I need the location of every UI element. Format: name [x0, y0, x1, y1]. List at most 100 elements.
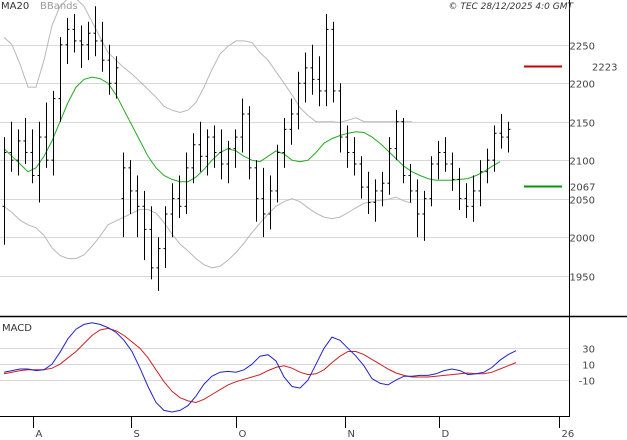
x-tick-labels: A S O N D 26 [33, 416, 575, 440]
price-tick-label: 2000 [570, 234, 595, 245]
ohlc-bar [296, 71, 301, 130]
ohlc-bar [212, 125, 217, 168]
price-tick-label: 1950 [570, 273, 595, 284]
ohlc-bar [380, 171, 385, 207]
ohlc-bar [317, 56, 322, 107]
ohlc-bar [261, 167, 266, 238]
macd-title: MACD [2, 323, 32, 334]
x-tick-label: S [134, 429, 140, 440]
ohlc-bar [436, 140, 441, 180]
macd-line [3, 322, 517, 413]
macd-tick-label: 10 [582, 361, 595, 372]
ohlc-bar [184, 152, 189, 214]
price-tick-label: 2200 [570, 80, 595, 91]
ohlc-bar [240, 98, 245, 153]
ohlc-bar [79, 25, 84, 68]
x-tick-label: N [348, 429, 355, 440]
ohlc-bar [457, 167, 462, 211]
macd-tick-label: 30 [582, 345, 595, 356]
ohlc-bar [443, 137, 448, 172]
ohlc-bar [401, 117, 406, 184]
x-tick-label: O [239, 429, 247, 440]
ohlc-bar [149, 206, 154, 280]
ma20-line [3, 76, 501, 183]
ohlc-bar [387, 137, 392, 195]
macd-signal-line [3, 327, 517, 404]
ohlc-bar [128, 160, 133, 214]
ohlc-bar [121, 152, 126, 238]
ohlc-bar [303, 52, 308, 103]
ohlc-bar [429, 156, 434, 207]
ohlc-bar [485, 148, 490, 184]
ohlc-bar [408, 164, 413, 203]
x-tick-label: 26 [562, 429, 575, 440]
ohlc-bar [226, 140, 231, 184]
price-tick-label: 2050 [570, 196, 595, 207]
ohlc-bar [191, 133, 196, 184]
ohlc-bar [268, 175, 273, 230]
ohlc-bar [366, 171, 371, 214]
ohlc-bar [254, 160, 259, 222]
ohlc-bar [2, 137, 7, 245]
ohlc-bar [233, 129, 238, 168]
bbands-upper-line [3, 0, 412, 124]
price-tick-labels: 1950 2000 2050 2100 2150 2200 2250 [570, 42, 595, 284]
ohlc-bar [331, 21, 336, 103]
ohlc-bar [422, 190, 427, 241]
x-tick-label: D [442, 429, 450, 440]
copyright-credit: © TEC 28/12/2025 4:0 GMT [448, 2, 574, 12]
ohlc-bar [135, 175, 140, 238]
ohlc-bar [310, 44, 315, 95]
ohlc-bar [415, 179, 420, 238]
ohlc-bar [9, 121, 14, 172]
ohlc-bar [205, 129, 210, 176]
ohlc-bar [219, 129, 224, 180]
ohlc-bar [499, 114, 504, 149]
ohlc-bar [100, 21, 105, 72]
ohlc-bar [44, 102, 49, 168]
bbands-lower-line [3, 196, 413, 269]
ohlc-bar [23, 117, 28, 164]
ohlc-bar [170, 183, 175, 238]
ohlc-bar [37, 121, 42, 203]
ohlc-bar [156, 237, 161, 291]
ohlc-bar [198, 121, 203, 172]
ohlc-bar [478, 160, 483, 207]
ohlc-bar [72, 14, 77, 53]
legend-ma20: MA20 [1, 1, 29, 12]
ohlc-bar [282, 117, 287, 168]
macd-tick-labels: 30 10 -10 [579, 345, 595, 388]
x-tick-label: A [36, 429, 43, 440]
ohlc-bar [142, 190, 147, 261]
ohlc-bar [324, 14, 329, 107]
price-tick-label: 2150 [570, 119, 595, 130]
ohlc-bar [58, 37, 63, 122]
ohlc-bar [16, 129, 21, 176]
ohlc-bar [373, 179, 378, 222]
ohlc-bar [471, 175, 476, 222]
ohlc-bars [2, 6, 511, 291]
ohlc-bar [65, 17, 70, 64]
price-tick-label: 2250 [570, 42, 595, 53]
ohlc-bar [177, 175, 182, 218]
level-label-2067: 2067 [570, 183, 595, 194]
ohlc-bar [30, 129, 35, 184]
ohlc-bar [464, 183, 469, 218]
ohlc-bar [51, 90, 56, 176]
ohlc-bar [338, 83, 343, 153]
ohlc-bar [492, 125, 497, 172]
ohlc-bar [352, 137, 357, 176]
ohlc-bar [275, 144, 280, 203]
bollinger-bands [3, 0, 413, 269]
price-levels: 2223 2067 [524, 63, 617, 194]
ohlc-bar [107, 44, 112, 95]
ohlc-bar [289, 98, 294, 145]
ohlc-bar [86, 21, 91, 61]
ohlc-bar [345, 125, 350, 168]
price-tick-label: 2100 [570, 157, 595, 168]
ohlc-bar [114, 56, 119, 99]
ohlc-bar [394, 110, 399, 161]
